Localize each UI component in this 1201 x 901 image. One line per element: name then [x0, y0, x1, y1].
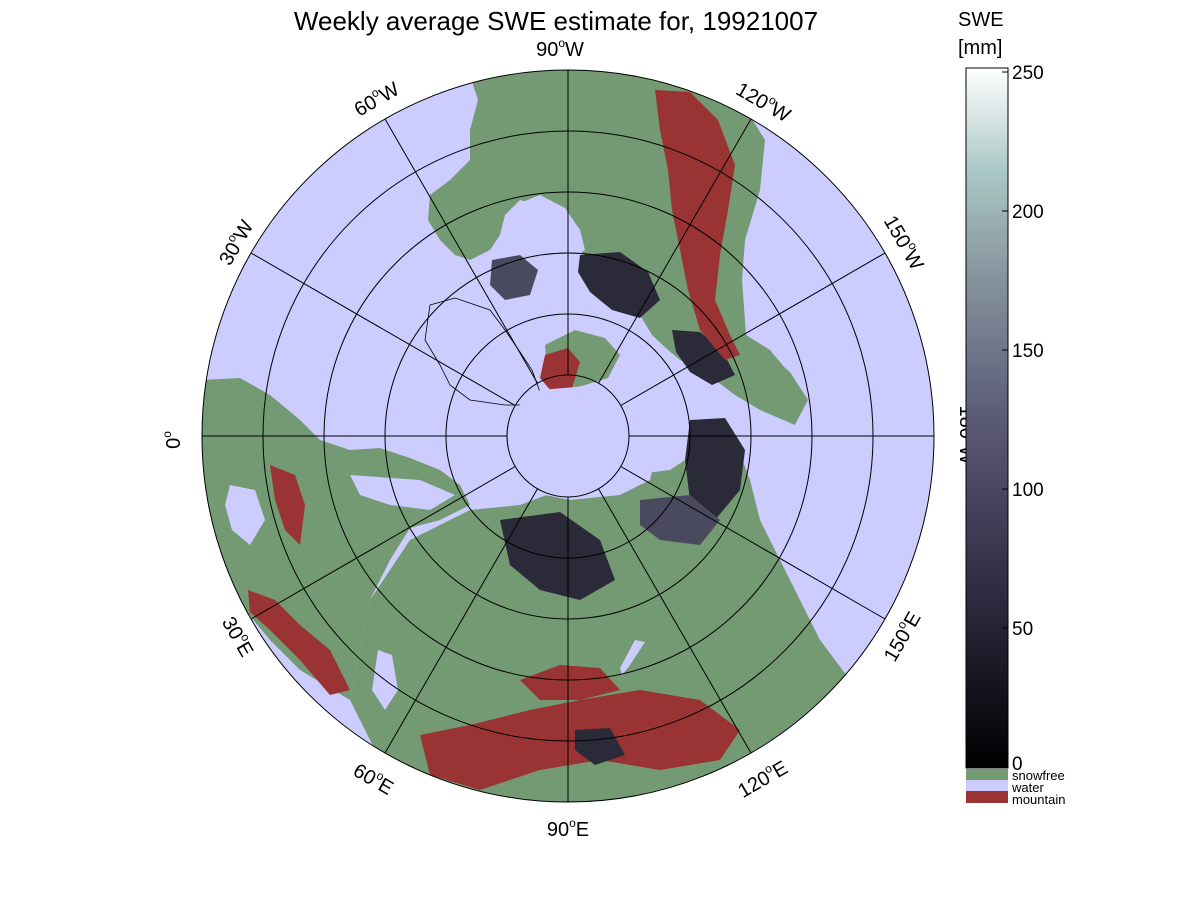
- legend-swatch-snowfree: [966, 769, 1008, 780]
- rockies-mountain: [655, 90, 740, 360]
- lon-label-120e: 120oE: [733, 754, 792, 802]
- colorbar-tick-250: 250: [1012, 63, 1044, 84]
- lake-baikal: [620, 640, 645, 675]
- siberia-snow: [500, 512, 615, 600]
- map-title: Weekly average SWE estimate for, 1992100…: [294, 6, 818, 36]
- lon-label-0: 0o: [160, 431, 185, 449]
- colorbar-ticks: [1002, 71, 1008, 765]
- kamchatka-snow: [640, 495, 720, 545]
- tibet-snow: [575, 728, 625, 765]
- canada-snow: [578, 252, 660, 318]
- colorbar-tick-150: 150: [1012, 341, 1044, 362]
- colorbar-tick-100: 100: [1012, 480, 1044, 501]
- lon-label-90w: 90oW: [536, 36, 584, 61]
- lon-label-60e: 60oE: [349, 757, 398, 800]
- legend-label-water: water: [1011, 780, 1044, 795]
- arctic-ocean-center: [495, 385, 660, 500]
- legend-label-snowfree: snowfree: [1012, 768, 1065, 783]
- baffin-snow: [490, 255, 538, 300]
- colorbar-label-line2: [mm]: [958, 37, 1002, 59]
- alaska: [660, 300, 808, 415]
- baltic-sea: [225, 485, 265, 545]
- colorbar-gradient: [965, 67, 1009, 769]
- legend-swatch-mountain: [966, 791, 1008, 803]
- east-siberia-snow: [685, 418, 745, 520]
- ellesmere-mountain: [540, 348, 580, 392]
- novaya-zemlya: [350, 475, 455, 510]
- colorbar: SWE [mm] 250 200 150 100 50 0 snowfree w…: [958, 9, 1065, 807]
- colorbar-tick-0: 0: [1012, 754, 1023, 775]
- alps-mountain: [248, 590, 350, 695]
- graticule: [202, 70, 934, 802]
- colorbar-tick-50: 50: [1012, 619, 1033, 640]
- scandinavia-mountain: [270, 465, 305, 545]
- lon-label-90e: 90oE: [547, 816, 589, 841]
- colorbar-tick-200: 200: [1012, 202, 1044, 223]
- map-border: [201, 69, 935, 803]
- altai-mountain: [520, 665, 620, 700]
- legend-label-mountain: mountain: [1012, 792, 1065, 807]
- legend-swatch-water: [966, 780, 1008, 791]
- polar-map: [202, 70, 934, 802]
- colorbar-label-line1: SWE: [958, 9, 1004, 31]
